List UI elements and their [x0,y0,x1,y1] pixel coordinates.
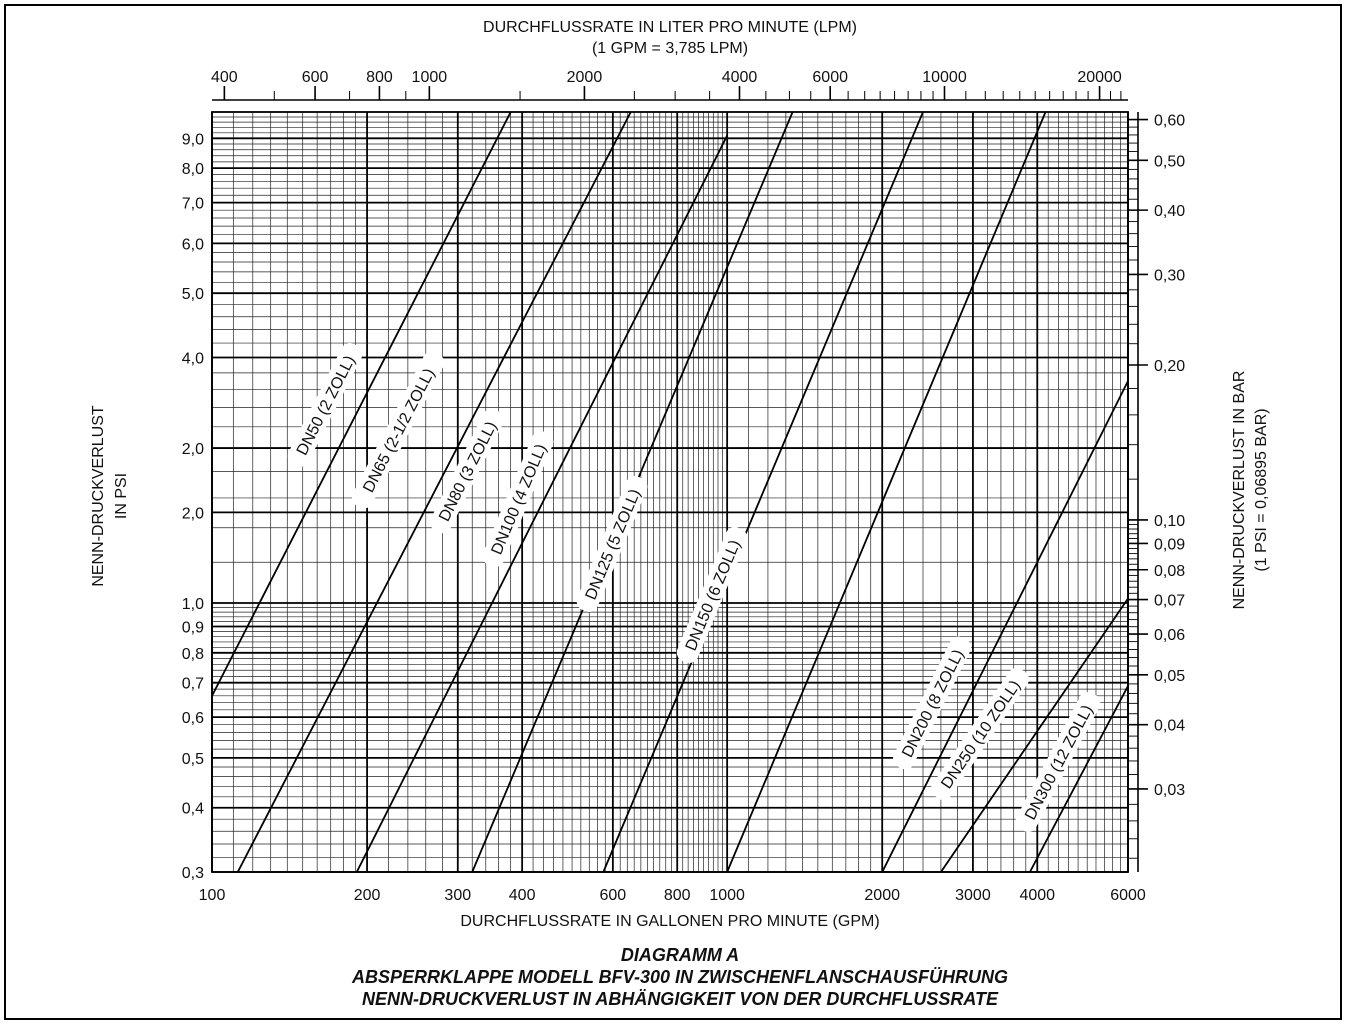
series-label-text: DN300 (12 ZOLL) [1022,702,1096,822]
y-tick-label: 2,0 [182,505,204,522]
top-tick-label: 600 [302,69,329,86]
y-tick-label: 1,0 [182,596,204,613]
plot-frame [211,111,1129,873]
chart-subtitle-1: ABSPERRKLAPPE MODELL BFV-300 IN ZWISCHEN… [351,967,1008,987]
x-tick-label: 1000 [709,887,745,904]
y-tick-label: 8,0 [182,161,204,178]
x-tick-label: 2000 [864,887,900,904]
series-label-background [576,476,648,612]
series-label-text: DN65 (2-1/2 ZOLL) [360,366,438,495]
y-tick-label: 0,4 [182,801,204,818]
series-label-background [676,527,748,663]
right-axis-label-line2: (1 PSI = 0,06895 BAR) [1253,408,1270,571]
chart-subtitle-2: NENN-DRUCKVERLUST IN ABHÄNGIGKEIT VON DE… [362,989,999,1009]
y-axis-label-line2: IN PSI [113,473,130,519]
y-tick-label: 7,0 [182,196,204,213]
right-tick-label: 0,30 [1154,267,1185,284]
series-label-background [482,431,554,567]
series-label-background [892,636,972,770]
series-label-background [931,667,1029,801]
y-tick-label: 5,0 [182,286,204,303]
right-tick-label: 0,07 [1154,593,1185,610]
top-tick-label: 400 [211,69,238,86]
top-tick-label: 4000 [722,69,758,86]
y-tick-label: 0,9 [182,620,204,637]
top-tick-label: 800 [366,69,393,86]
y-tick-label: 4,0 [182,350,204,367]
series-label: DN80 (3 ZOLL) [429,408,505,534]
series-line [355,135,728,872]
top-tick-label: 20000 [1077,69,1122,86]
y-tick-label: 0,6 [182,710,204,727]
y-tick-label: 6,0 [182,236,204,253]
y-tick-label: 9,0 [182,131,204,148]
y-axis-label-line1: NENN-DRUCKVERLUST [90,405,107,587]
top-tick-label: 1000 [412,69,448,86]
series-label: DN50 (2 ZOLL) [287,343,363,467]
series-label-background [1015,692,1101,832]
series-label: DN150 (6 ZOLL) [676,527,748,663]
x-tick-label: 800 [664,887,691,904]
series-layer [212,112,1128,872]
right-tick-label: 0,03 [1154,782,1185,799]
right-tick-label: 0,04 [1154,718,1185,735]
right-tick-label: 0,60 [1154,113,1185,130]
series-label-text: DN50 (2 ZOLL) [294,353,359,458]
x-axis-label: DURCHFLUSSRATE IN GALLONEN PRO MINUTE (G… [460,913,879,930]
right-tick-label: 0,06 [1154,627,1185,644]
x-tick-label: 400 [509,887,536,904]
top-tick-label: 10000 [922,69,967,86]
y-tick-label: 0,8 [182,646,204,663]
top-tick-label: 6000 [812,69,848,86]
y-tick-label: 2,0 [182,441,204,458]
series-line [236,112,632,872]
x-tick-label: 4000 [1019,887,1055,904]
x-tick-label: 3000 [955,887,991,904]
chart-title: DIAGRAMM A [621,945,739,965]
series-line [212,112,512,697]
series-label-background [287,343,363,467]
y-tick-label: 0,5 [182,751,204,768]
right-tick-label: 0,40 [1154,203,1185,220]
series-line [940,598,1128,872]
series-label-layer: DN50 (2 ZOLL) DN65 (2-1/2 ZOLL)DN80 (3 ZO… [287,343,1101,832]
series-line [1029,685,1128,872]
right-tick-label: 0,20 [1154,358,1185,375]
x-tick-label: 6000 [1110,887,1146,904]
right-tick-label: 0,08 [1154,563,1185,580]
top-axis-label: DURCHFLUSSRATE IN LITER PRO MINUTE (LPM) [483,19,857,36]
series-label-background [429,408,505,534]
series-line [602,112,924,872]
top-tick-label: 2000 [567,69,603,86]
series-label-background [351,351,445,509]
axis-layer: 100 200 300 400 600 800 1000 2000 3000 4000 6000 0,… [182,69,1185,904]
x-tick-label: 200 [354,887,381,904]
right-axis-label-line1: NENN-DRUCKVERLUST IN BAR [1231,371,1248,610]
y-tick-label: 0,7 [182,676,204,693]
series-label-text: DN100 (4 ZOLL) [489,442,551,558]
right-tick-label: 0,50 [1154,153,1185,170]
series-line [881,380,1128,872]
series-line [726,112,1047,872]
x-tick-label: 600 [600,887,627,904]
x-tick-label: 100 [199,887,226,904]
right-tick-label: 0,05 [1154,668,1185,685]
right-tick-label: 0,10 [1154,513,1185,530]
right-tick-label: 0,09 [1154,536,1185,553]
top-axis-sublabel: (1 GPM = 3,785 LPM) [592,40,748,57]
y-tick-label: 0,3 [182,865,204,882]
x-tick-label: 300 [444,887,471,904]
